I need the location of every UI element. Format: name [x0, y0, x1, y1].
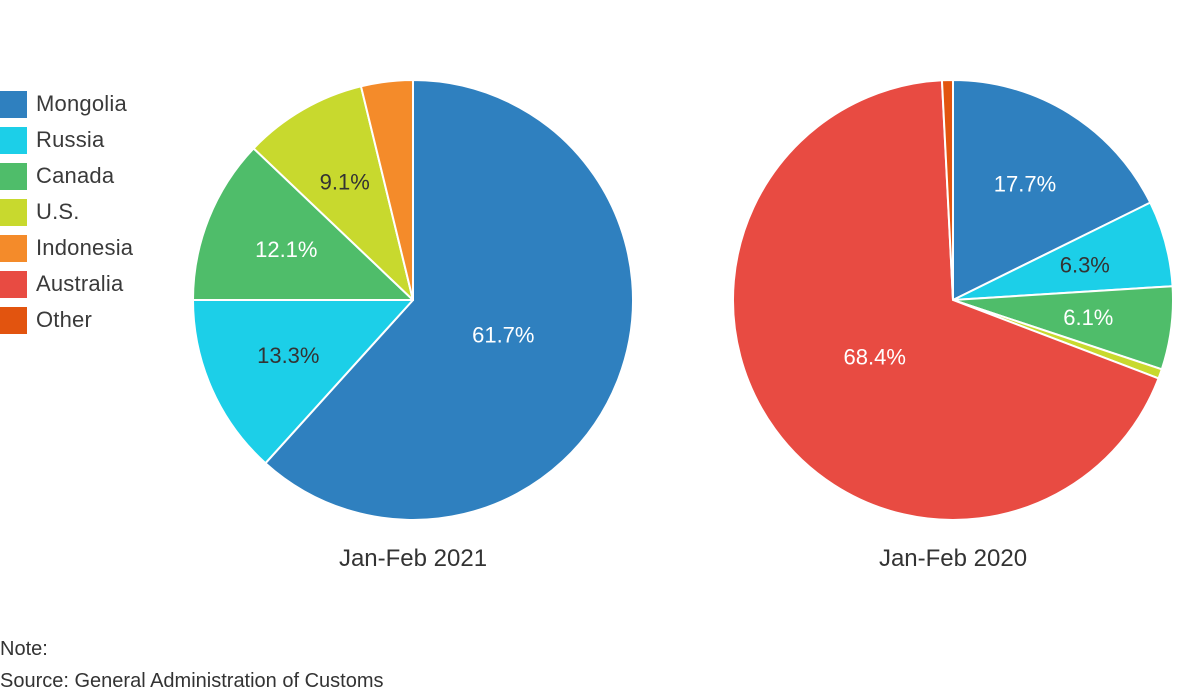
legend-label-australia: Australia	[36, 271, 124, 296]
legend-item-indonesia: Indonesia	[0, 230, 180, 266]
legend-swatch-canada	[0, 162, 27, 190]
pie-title-jan-feb-2020: Jan-Feb 2020	[879, 545, 1027, 572]
legend-swatch-russia	[0, 126, 27, 154]
legend-item-mongolia: Mongolia	[0, 86, 180, 122]
pie-slice-indonesia	[359, 79, 414, 301]
legend-swatch-australia	[0, 270, 27, 298]
data-label-canada: 6.1%	[1063, 305, 1113, 330]
legend-swatch-other	[0, 306, 27, 334]
legend-label-indonesia: Indonesia	[36, 235, 134, 260]
legend-item-canada: Canada	[0, 158, 180, 194]
legend-item-australia: Australia	[0, 266, 180, 302]
pie-title-jan-feb-2021: Jan-Feb 2021	[339, 545, 487, 572]
pie-chart-jan-feb-2021: 61.7% 13.3% 12.1% 9.1% Jan-Feb 2021	[192, 79, 634, 572]
legend-swatch-us	[0, 198, 27, 226]
data-label-u-s: 9.1%	[320, 169, 370, 194]
legend-item-russia: Russia	[0, 122, 180, 158]
legend-label-russia: Russia	[36, 127, 105, 152]
data-label-russia: 6.3%	[1060, 252, 1110, 277]
data-label-australia: 68.4%	[844, 344, 906, 369]
legend-swatch-mongolia	[0, 90, 27, 118]
chart-note: Note:	[0, 638, 48, 660]
data-label-mongolia: 17.7%	[994, 172, 1056, 197]
pie-slice-australia	[732, 79, 1160, 521]
legend-label-other: Other	[36, 307, 93, 332]
data-label-russia: 13.3%	[257, 343, 319, 368]
chart-legend: Mongolia Russia Canada U.S. Indonesia Au…	[0, 86, 180, 338]
legend-item-other: Other	[0, 302, 180, 338]
legend-label-us: U.S.	[36, 199, 80, 224]
data-label-mongolia: 61.7%	[472, 322, 534, 347]
data-label-canada: 12.1%	[255, 237, 317, 262]
pie-slice-mongolia	[264, 79, 634, 521]
pie-chart-jan-feb-2020: 17.7% 6.3% 6.1% 68.4% Jan-Feb 2020	[732, 79, 1174, 572]
pie-slice-other	[940, 79, 954, 301]
legend-label-canada: Canada	[36, 163, 115, 188]
legend-item-us: U.S.	[0, 194, 180, 230]
chart-source: Source: General Administration of Custom…	[0, 670, 384, 692]
pie-slice-russia	[192, 299, 414, 465]
pie-slice-canada	[192, 147, 414, 301]
legend-label-mongolia: Mongolia	[36, 91, 127, 116]
legend-swatch-indonesia	[0, 234, 27, 262]
pie-slice-mongolia	[952, 79, 1152, 301]
